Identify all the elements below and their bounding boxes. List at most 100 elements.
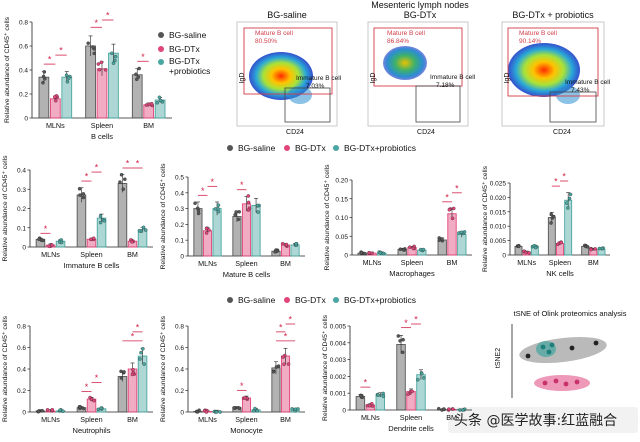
- tsne-point: [593, 340, 599, 346]
- significance-star: *: [240, 180, 244, 190]
- data-point: [134, 72, 138, 77]
- data-point: [398, 339, 402, 343]
- data-point: [81, 192, 86, 196]
- bar: [96, 68, 108, 119]
- y-tick-label: 0.4: [19, 68, 28, 75]
- category-label: BM: [280, 415, 291, 424]
- tsne-point: [574, 379, 580, 385]
- y-tick-label: 0: [22, 410, 26, 417]
- bar: [202, 230, 213, 257]
- data-point: [437, 406, 441, 411]
- y-tick-label: 0: [22, 245, 26, 252]
- bar: [457, 233, 467, 256]
- legend-saline-dot: [227, 145, 233, 151]
- data-point: [451, 206, 456, 211]
- data-point: [447, 207, 452, 212]
- tsne-point: [525, 353, 531, 359]
- data-point: [568, 192, 573, 197]
- flow-xlabel: CD24: [286, 129, 304, 136]
- data-point: [410, 389, 414, 394]
- significance-star: *: [136, 322, 140, 332]
- data-point: [97, 67, 102, 72]
- significance-star: *: [59, 46, 63, 56]
- y-tick-label: 0.2: [17, 206, 26, 213]
- significance-star: *: [95, 163, 99, 173]
- data-point: [255, 203, 260, 208]
- data-point: [218, 410, 222, 414]
- flow-mature-pct: 90.14%: [519, 38, 541, 45]
- data-point: [37, 237, 41, 242]
- y-tick-label: 0.6: [175, 345, 184, 352]
- data-point: [401, 248, 406, 252]
- data-point: [195, 410, 200, 414]
- legend-dtx-dot: [158, 46, 164, 52]
- data-point: [216, 209, 221, 214]
- data-point: [119, 369, 123, 374]
- data-point: [411, 246, 416, 251]
- data-point: [81, 195, 86, 200]
- data-point: [462, 230, 467, 234]
- data-point: [255, 409, 260, 413]
- data-point: [376, 393, 381, 398]
- flow-mature-gate: [507, 27, 599, 97]
- legend-probiotics-label: BG-DTx+probiotics: [344, 295, 416, 305]
- data-point: [408, 245, 412, 249]
- data-point: [42, 70, 47, 74]
- data-point: [130, 240, 134, 244]
- flow-mature-label: Mature B cell: [387, 30, 425, 37]
- data-point: [597, 246, 602, 251]
- data-point: [363, 251, 367, 256]
- data-point: [59, 240, 64, 245]
- data-point: [193, 201, 197, 205]
- flow-density-tail: [556, 86, 580, 104]
- flow-density-cloud: [383, 46, 427, 80]
- data-point: [158, 98, 163, 103]
- significance-star: *: [126, 159, 130, 169]
- data-point: [216, 203, 221, 207]
- legend-saline-dot: [158, 32, 164, 38]
- data-point: [273, 250, 277, 254]
- flow-mature-pct: 86.84%: [387, 38, 409, 45]
- data-point: [420, 371, 424, 376]
- significance-star: *: [44, 224, 48, 234]
- data-point: [400, 350, 405, 355]
- y-tick-label: 0.8: [175, 324, 184, 331]
- data-point: [421, 247, 426, 252]
- category-label: Spleen: [549, 258, 571, 267]
- data-point: [40, 408, 44, 413]
- data-point: [123, 177, 127, 181]
- data-point: [281, 355, 285, 359]
- x-axis-title: Immature B cells: [64, 261, 120, 270]
- data-point: [53, 98, 58, 103]
- bar: [396, 344, 406, 411]
- y-tick-label: 0.3: [175, 206, 184, 213]
- x-axis-title: Dendrite cells: [388, 424, 434, 433]
- significance-star: *: [279, 322, 283, 332]
- y-tick-label: 0.005: [330, 324, 347, 331]
- category-label: Spleen: [80, 250, 102, 259]
- data-point: [527, 251, 531, 255]
- bar: [85, 45, 96, 119]
- data-point: [118, 180, 122, 184]
- category-label: Spleen: [401, 258, 423, 267]
- flow-panel-title: BG-DTx + probiotics: [512, 10, 594, 20]
- data-point: [204, 226, 209, 231]
- data-point: [77, 186, 82, 191]
- data-point: [237, 210, 241, 214]
- data-point: [290, 407, 294, 411]
- bottom-legend: BG-saline BG-DTx BG-DTx+probiotics: [227, 295, 416, 305]
- data-point: [141, 347, 145, 351]
- data-point: [121, 187, 126, 191]
- significance-star: *: [48, 55, 52, 65]
- data-point: [232, 406, 236, 410]
- category-label: MLNs: [361, 413, 380, 422]
- data-point: [196, 208, 201, 213]
- y-tick-label: 0.6: [19, 44, 28, 51]
- y-tick-label: 0.004: [330, 340, 347, 347]
- data-point: [447, 407, 451, 411]
- y-tick-label: 0.4: [17, 168, 26, 175]
- data-point: [246, 208, 251, 212]
- y-tick-label: 0.025: [490, 181, 507, 188]
- bar-chart: 0 0.1 0.2 0.3 0.4 Relative abundance of CD45⁺…: [2, 155, 153, 270]
- data-point: [422, 376, 426, 380]
